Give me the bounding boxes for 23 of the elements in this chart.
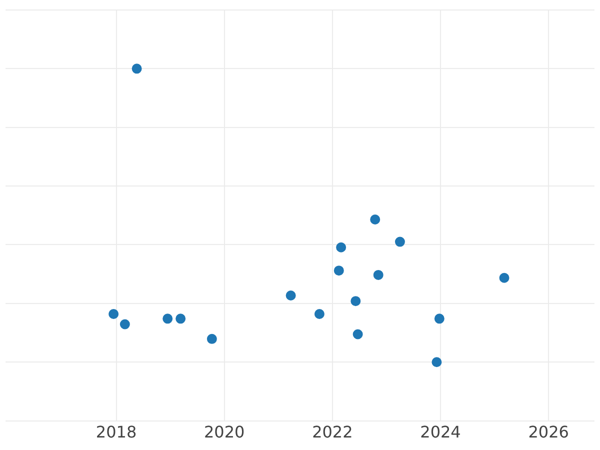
point	[176, 314, 186, 324]
point	[108, 308, 119, 319]
point	[352, 329, 363, 340]
point	[499, 272, 510, 283]
x-tick-label: 2024	[420, 422, 461, 442]
point	[432, 357, 442, 368]
x-tick-label: 2020	[204, 422, 245, 442]
point	[120, 319, 130, 330]
point	[350, 296, 361, 306]
point	[132, 64, 142, 74]
point	[334, 266, 344, 276]
point	[206, 334, 217, 344]
point	[286, 290, 296, 301]
x-tick-label: 2022	[312, 422, 353, 442]
point	[162, 314, 173, 324]
point	[370, 214, 380, 225]
point	[434, 314, 444, 324]
point	[373, 270, 384, 280]
x-tick-label: 2026	[528, 422, 569, 442]
point	[314, 308, 324, 319]
point	[336, 242, 346, 252]
x-tick-label: 2018	[96, 422, 137, 442]
point	[394, 236, 405, 247]
